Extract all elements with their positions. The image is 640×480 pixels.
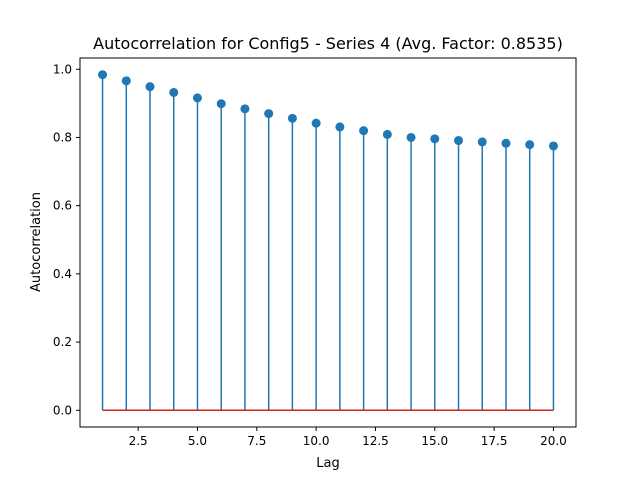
- data-point: [454, 136, 464, 146]
- data-point: [548, 141, 558, 151]
- data-point: [311, 118, 321, 128]
- data-point: [382, 129, 392, 139]
- y-tick-label: 0.0: [53, 403, 72, 417]
- data-point: [335, 122, 345, 132]
- data-point: [359, 126, 369, 136]
- data-point: [121, 76, 131, 86]
- y-tick-label: 0.4: [53, 267, 72, 281]
- x-axis-label: Lag: [316, 456, 339, 471]
- data-point: [169, 87, 179, 97]
- x-tick-label: 2.5: [129, 434, 148, 448]
- data-point: [240, 104, 250, 114]
- x-tick-label: 17.5: [481, 434, 508, 448]
- data-point: [192, 93, 202, 103]
- x-tick-label: 15.0: [421, 434, 448, 448]
- x-tick-label: 10.0: [303, 434, 330, 448]
- data-point: [98, 70, 108, 80]
- data-point: [501, 138, 511, 148]
- data-point: [145, 82, 155, 92]
- chart-title: Autocorrelation for Config5 - Series 4 (…: [93, 34, 563, 53]
- plot-area: [98, 70, 558, 412]
- y-axis-label: Autocorrelation: [29, 192, 44, 292]
- axes-frame: [79, 57, 577, 428]
- data-point: [406, 132, 416, 142]
- y-tick-label: 0.8: [53, 130, 72, 144]
- x-tick-label: 5.0: [188, 434, 207, 448]
- y-tick-label: 0.2: [53, 335, 72, 349]
- x-tick-label: 12.5: [362, 434, 389, 448]
- data-point: [477, 137, 487, 147]
- x-tick-label: 20.0: [540, 434, 567, 448]
- data-point: [216, 99, 226, 109]
- y-tick-label: 1.0: [53, 62, 72, 76]
- data-point: [430, 134, 440, 144]
- x-tick-label: 7.5: [247, 434, 266, 448]
- y-tick-label: 0.6: [53, 199, 72, 213]
- data-point: [525, 140, 535, 150]
- axes: 2.5 5.0 7.5 10.0 12.5 15.0 17.5 20.0 0.0 0.2 0.4 0.…: [53, 57, 577, 448]
- data-point: [264, 109, 274, 119]
- data-point: [287, 113, 297, 123]
